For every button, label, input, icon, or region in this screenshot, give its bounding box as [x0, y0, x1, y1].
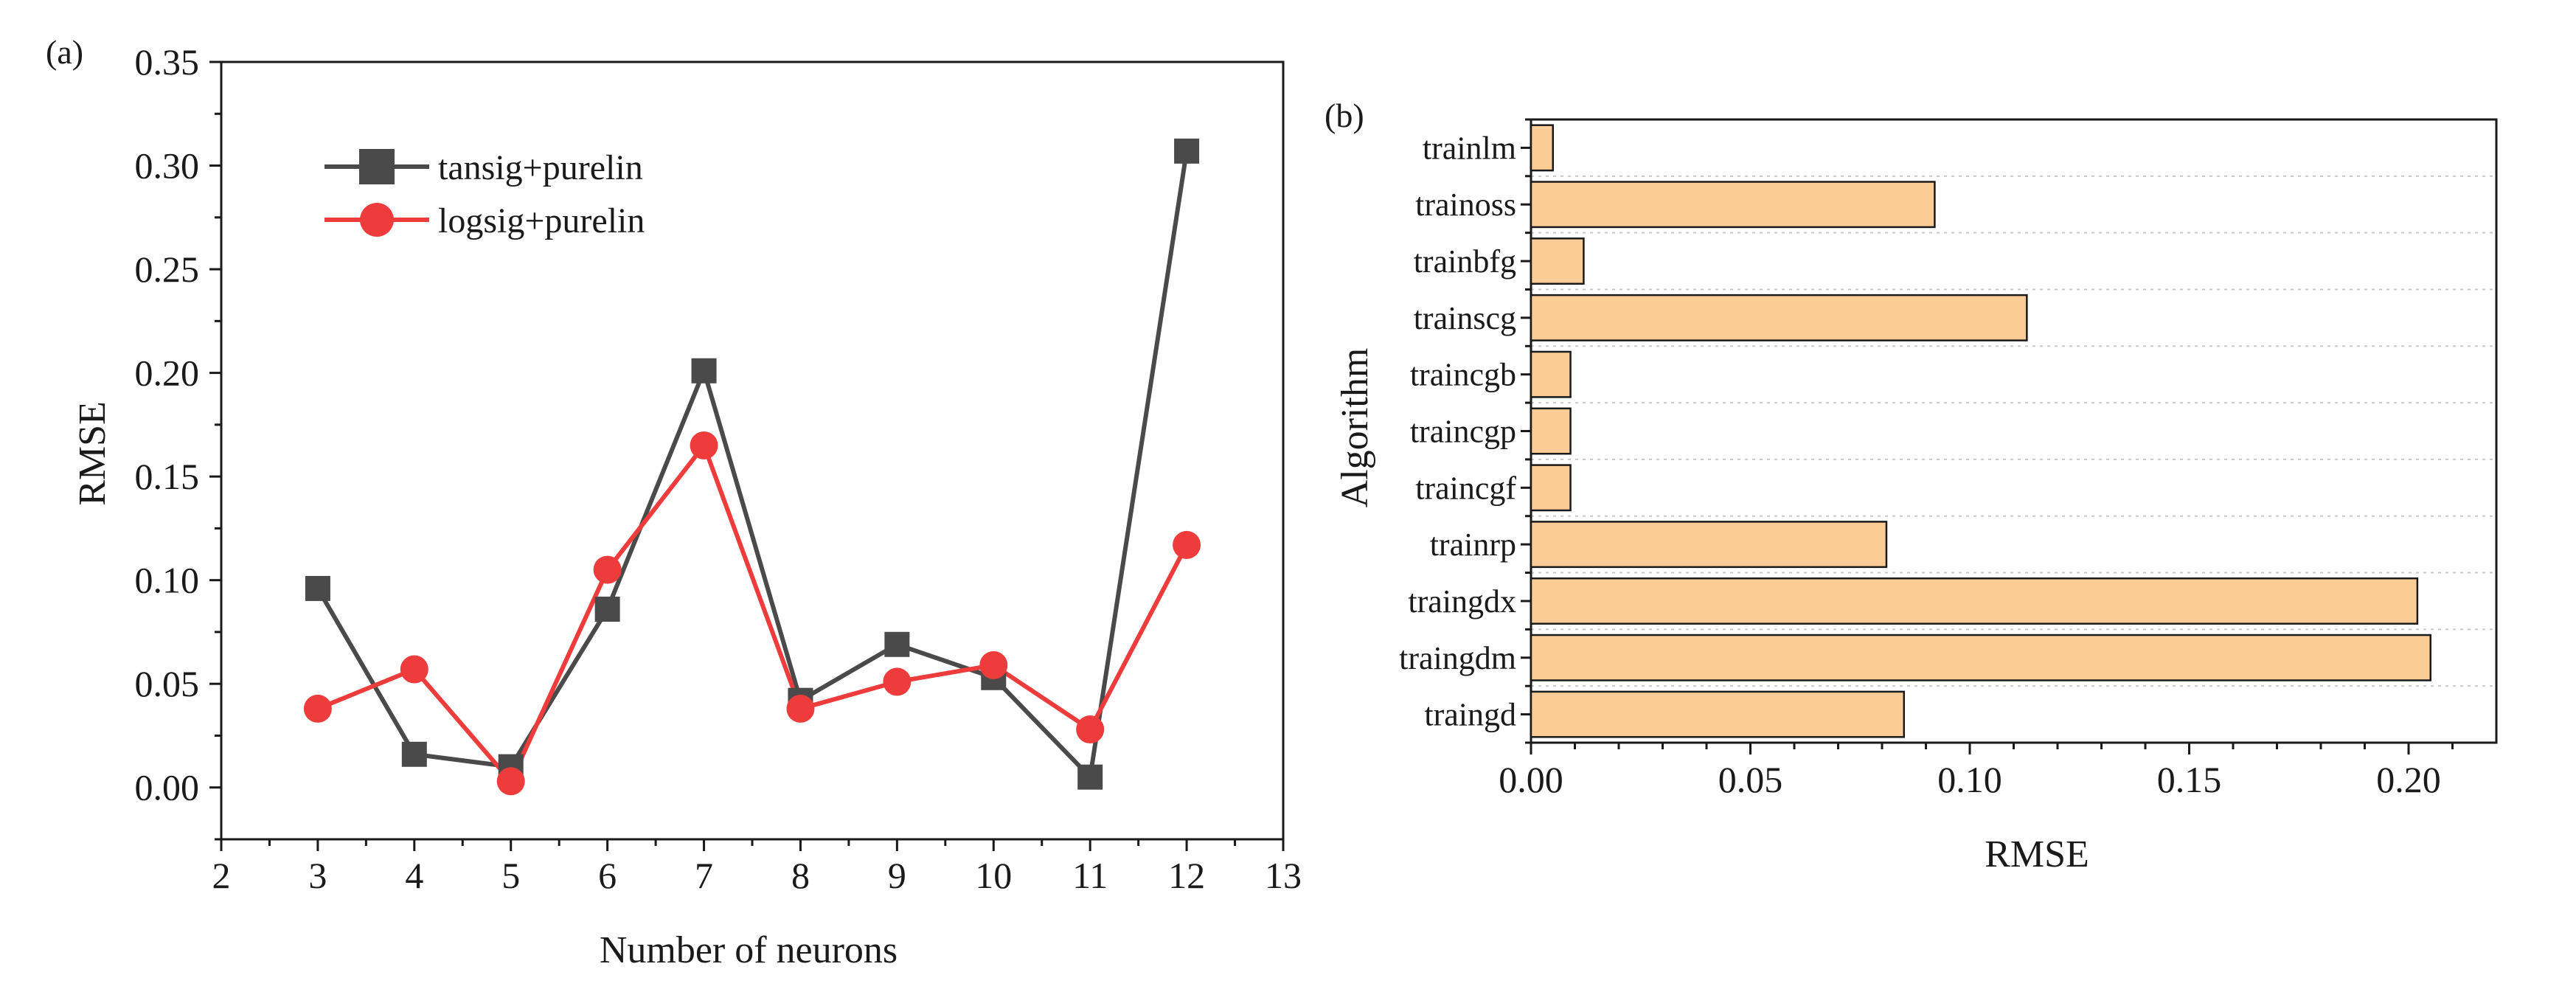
logsig-point — [1173, 530, 1201, 559]
panel-a-axes: 2 3 4 5 6 7 8 9 10 11 12 13 0.00 0.05 0.10 0.15 0.20 0.25… — [135, 41, 1302, 896]
panel-a-y-tick-label: 0.30 — [135, 145, 200, 187]
panel-a-x-tick-label: 11 — [1072, 855, 1108, 896]
legend-tansig-marker — [359, 149, 395, 184]
series-line-tansig — [316, 150, 1190, 780]
panel-b-x-tick-label: 0.00 — [1499, 759, 1563, 800]
category-label-trainlm: trainlm — [1423, 130, 1516, 166]
panel-a-x-tick-label: 7 — [695, 855, 713, 896]
category-label-trainoss: trainoss — [1415, 187, 1516, 223]
category-label-traincgb: traincgb — [1410, 357, 1516, 393]
panel-a-label: (a) — [46, 33, 83, 71]
panel-a-x-tick-label: 12 — [1168, 855, 1205, 896]
bar-trainbfg — [1530, 237, 1585, 285]
panel-b-bar-chart: (b) 0.00 0.05 0.10 0.15 0.20 trainlm trainoss t… — [1325, 97, 2498, 875]
tansig-point — [1077, 764, 1103, 790]
panel-a-y-tick-label: 0.00 — [135, 767, 200, 808]
panel-a-x-tick-label: 2 — [212, 855, 231, 896]
panel-a-y-tick-label: 0.05 — [135, 663, 200, 704]
logsig-point — [593, 555, 622, 584]
tansig-point — [884, 631, 910, 657]
category-label-trainbfg: trainbfg — [1414, 243, 1516, 280]
bar-trainlm — [1530, 124, 1554, 172]
bar-traincgb — [1530, 350, 1572, 398]
panel-b-x-tick-label: 0.20 — [2376, 759, 2441, 800]
panel-a-y-tick-label: 0.25 — [135, 249, 200, 290]
logsig-point — [303, 694, 332, 723]
panel-a-x-tick-label: 5 — [501, 855, 520, 896]
panel-a-markers — [303, 138, 1201, 796]
tansig-point — [401, 741, 427, 767]
legend-tansig-label: tansig+purelin — [438, 148, 643, 187]
series-line-logsig — [316, 443, 1189, 784]
panel-a-x-tick-label: 9 — [888, 855, 906, 896]
panel-a-x-tick-label: 8 — [791, 855, 810, 896]
category-label-traingdm: traingdm — [1399, 640, 1516, 676]
category-label-trainscg: trainscg — [1414, 300, 1516, 336]
category-label-traingdx: traingdx — [1408, 583, 1516, 620]
bar-traincgp — [1530, 407, 1572, 455]
legend-logsig-label: logsig+purelin — [438, 201, 645, 240]
panel-a-y-tick-label: 0.10 — [135, 560, 200, 601]
tansig-point — [594, 597, 620, 622]
panel-a-y-title: RMSE — [72, 401, 114, 506]
logsig-point — [883, 667, 912, 696]
legend-logsig-marker — [360, 203, 394, 237]
logsig-point — [690, 431, 718, 459]
category-label-traincgp: traincgp — [1410, 414, 1516, 450]
category-label-traingd: traingd — [1424, 697, 1516, 733]
panel-a-x-title: Number of neurons — [600, 929, 898, 971]
logsig-point — [400, 655, 428, 684]
category-label-trainrp: trainrp — [1430, 527, 1516, 563]
panel-b-y-title: Algorithm — [1334, 348, 1376, 508]
panel-b-axes: 0.00 0.05 0.10 0.15 0.20 trainlm trainoss train… — [1399, 118, 2498, 800]
bar-traingd — [1530, 690, 1905, 738]
panel-a-x-tick-label: 3 — [308, 855, 327, 896]
panel-b-x-tick-label: 0.10 — [1937, 759, 2002, 800]
logsig-point — [496, 767, 525, 796]
panel-b-x-tick-label: 0.15 — [2157, 759, 2222, 800]
panel-a-line-chart: (a) 2 3 4 5 6 7 8 9 10 11 12 13 0.00 0.05 0.10 0.15 0.20… — [46, 33, 1302, 971]
panel-b-label: (b) — [1325, 97, 1364, 134]
panel-b-x-tick-label: 0.05 — [1718, 759, 1783, 800]
panel-b-x-title: RMSE — [1985, 833, 2089, 875]
panel-b-bars — [1530, 124, 2431, 738]
bar-trainscg — [1530, 294, 2028, 341]
panel-a-x-tick-label: 6 — [598, 855, 617, 896]
bar-trainrp — [1530, 521, 1888, 569]
bar-traingdx — [1530, 577, 2419, 625]
bar-traingdm — [1530, 634, 2431, 681]
panel-a-series-lines — [316, 150, 1190, 784]
panel-a-legend: tansig+purelin logsig+purelin — [324, 148, 645, 240]
bar-traincgf — [1530, 464, 1572, 512]
panel-a-y-tick-label: 0.35 — [135, 41, 200, 83]
panel-a-x-tick-label: 4 — [405, 855, 423, 896]
logsig-point — [786, 694, 815, 723]
bar-trainoss — [1530, 181, 1936, 229]
panel-a-x-tick-label: 10 — [975, 855, 1012, 896]
logsig-point — [1076, 715, 1105, 744]
panel-a-x-tick-label: 13 — [1265, 855, 1302, 896]
tansig-point — [691, 358, 717, 384]
logsig-point — [979, 650, 1008, 679]
tansig-point — [305, 575, 330, 601]
panel-a-y-tick-label: 0.20 — [135, 353, 200, 394]
tansig-point — [1174, 138, 1200, 164]
panel-a-y-tick-label: 0.15 — [135, 456, 200, 497]
category-label-traincgf: traincgf — [1415, 470, 1516, 506]
